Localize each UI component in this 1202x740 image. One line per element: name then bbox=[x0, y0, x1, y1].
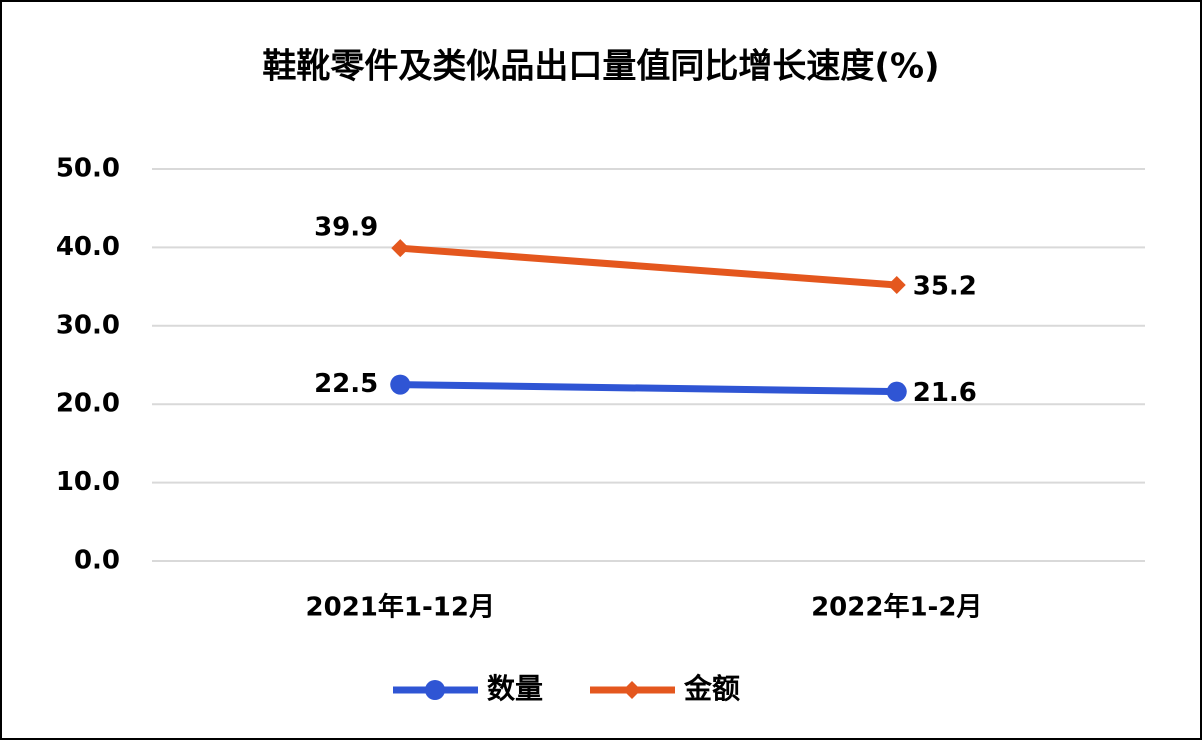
y-tick-label: 30.0 bbox=[56, 310, 120, 340]
x-tick-label: 2021年1-12月 bbox=[306, 592, 495, 623]
data-label: 21.6 bbox=[913, 378, 977, 408]
y-tick-label: 0.0 bbox=[74, 546, 120, 576]
data-point bbox=[390, 374, 411, 395]
data-label: 35.2 bbox=[913, 272, 977, 302]
series-line bbox=[396, 244, 901, 289]
data-label: 39.9 bbox=[314, 213, 378, 243]
x-tick-label: 2022年1-2月 bbox=[811, 592, 982, 623]
y-tick-label: 50.0 bbox=[56, 154, 120, 184]
legend-marker bbox=[425, 680, 445, 700]
legend-label: 金额 bbox=[683, 672, 740, 705]
data-label: 22.5 bbox=[314, 369, 378, 399]
data-point bbox=[886, 381, 907, 402]
y-tick-label: 40.0 bbox=[56, 232, 120, 262]
y-tick-label: 20.0 bbox=[56, 389, 120, 419]
legend-marker bbox=[623, 681, 641, 699]
y-tick-label: 10.0 bbox=[56, 467, 120, 497]
series-line bbox=[396, 381, 901, 396]
data-point bbox=[391, 239, 410, 258]
chart-title: 鞋靴零件及类似品出口量值同比增长速度(%) bbox=[262, 47, 939, 87]
legend-label: 数量 bbox=[487, 672, 543, 705]
data-point bbox=[887, 276, 906, 295]
